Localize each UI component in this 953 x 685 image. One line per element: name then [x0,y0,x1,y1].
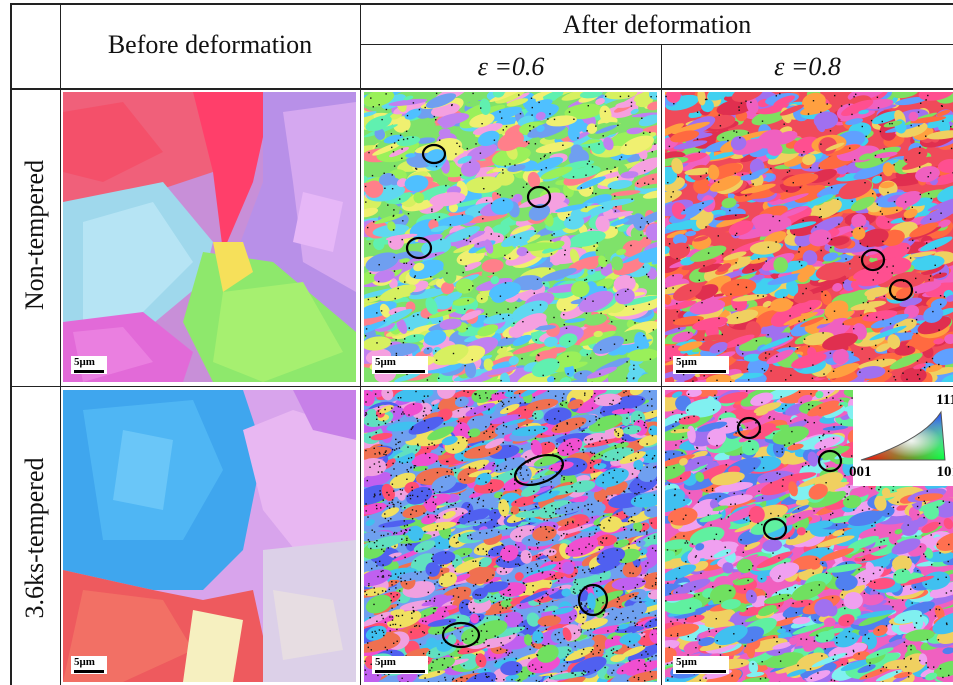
ebsd-map-image [63,92,356,382]
grid-header-sub-divider [360,44,953,45]
scale-bar-label: 5μm [375,356,396,368]
header-strain-0-8: ε =0.8 [774,52,841,81]
grid-col-divider-3 [661,44,662,685]
grid-col-divider-2 [360,3,361,685]
scale-bar: 5μm [71,656,107,674]
scale-bar-line [375,370,425,373]
header-after-deformation: After deformation [562,10,752,39]
grid-header-bottom [10,88,953,90]
scale-bar-line [74,670,104,673]
scale-bar-line [676,370,726,373]
row-label-tempered: 3.6ks-tempered [20,457,49,619]
scale-bar-label: 5μm [375,656,396,668]
ipf-label-001: 001 [849,464,872,480]
grid-col-divider-1 [60,3,61,685]
scale-bar-line [375,670,425,673]
grid-left-border [10,3,12,685]
ebsd-map-non-tempered-before: 5μm [63,92,356,382]
scale-bar-line [676,670,726,673]
scale-bar-label: 5μm [74,356,95,368]
ebsd-map-image [364,390,657,682]
scale-bar: 5μm [71,356,107,374]
scale-bar-label: 5μm [676,356,697,368]
ipf-label-111: 111 [936,392,953,408]
scale-bar-label: 5μm [74,656,95,668]
header-strain-0-6: ε =0.6 [477,52,545,81]
header-before-deformation: Before deformation [107,30,313,59]
ebsd-map-tempered-before: 5μm [63,390,356,682]
scale-bar: 5μm [372,656,428,674]
scale-bar: 5μm [673,656,729,674]
ebsd-map-non-tempered-strain-0-8: 5μm [665,92,953,382]
ipf-color-key-legend: 111 001 101 [849,390,953,486]
ebsd-map-image [63,390,356,682]
ebsd-map-non-tempered-strain-0-6: 5μm [364,92,657,382]
row-label-non-tempered: Non-tempered [20,159,49,311]
ebsd-map-tempered-strain-0-6: 5μm [364,390,657,682]
ipf-label-101: 101 [936,464,953,480]
scale-bar: 5μm [372,356,428,374]
ebsd-map-image [364,92,657,382]
grid-row-divider [10,386,953,387]
scale-bar-label: 5μm [676,656,697,668]
grid-top-border [10,3,953,5]
ipf-triangle-icon [860,410,946,461]
scale-bar-line [74,370,104,373]
ebsd-map-image [665,92,953,382]
ebsd-map-tempered-strain-0-8: 5μm [665,390,953,682]
scale-bar: 5μm [673,356,729,374]
